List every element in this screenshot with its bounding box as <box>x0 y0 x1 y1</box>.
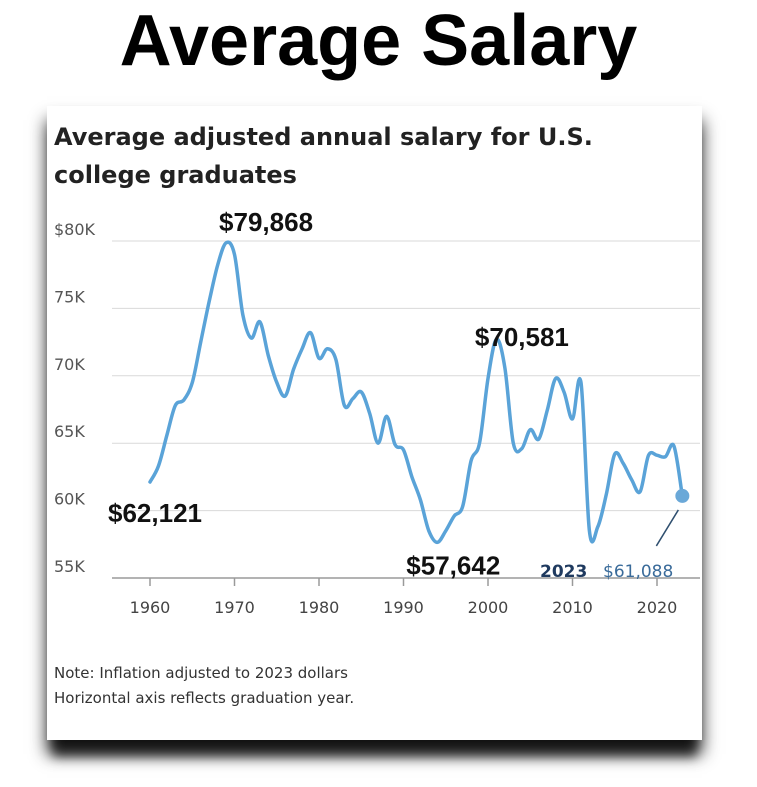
callout-labels: $79,868 $62,121 $70,581 $57,642 <box>108 207 569 581</box>
callout-label: $79,868 <box>219 207 313 237</box>
x-axis: 1960 1970 1980 1990 2000 2010 2020 <box>112 577 700 617</box>
x-tick-label: 1980 <box>299 598 340 617</box>
y-tick-label: 70K <box>54 355 85 374</box>
callout-label: $70,581 <box>475 322 569 352</box>
gridlines <box>112 240 700 512</box>
x-tick-label: 2020 <box>637 598 678 617</box>
note-line-1: Note: Inflation adjusted to 2023 dollars <box>54 664 348 682</box>
note-line-2: Horizontal axis reflects graduation year… <box>54 689 355 707</box>
x-tick-label: 1990 <box>383 598 424 617</box>
chart-note: Note: Inflation adjusted to 2023 dollars… <box>54 661 654 711</box>
y-tick-label: $80K <box>54 220 96 239</box>
endpoint-leader-line <box>655 509 679 547</box>
callout-label: $62,121 <box>108 498 202 528</box>
endpoint-year-label: 2023 <box>540 562 587 582</box>
headline: Average Salary <box>119 1 638 81</box>
y-tick-labels: $80K 75K 70K 65K 60K 55K <box>54 220 96 576</box>
series-line <box>148 240 685 545</box>
series-layer <box>148 240 685 545</box>
y-tick-label: 60K <box>54 490 85 509</box>
callout-label: $57,642 <box>406 550 500 580</box>
x-tick-label: 1960 <box>130 598 171 617</box>
endpoint-value-label: $61,088 <box>603 562 673 582</box>
chart-card <box>47 106 702 740</box>
y-tick-label: 65K <box>54 422 85 441</box>
y-tick-label: 75K <box>54 287 85 306</box>
x-tick-label: 2010 <box>552 598 593 617</box>
endpoint-marker: 2023 $61,088 <box>540 488 690 582</box>
x-tick-label: 1970 <box>214 598 255 617</box>
endpoint-dot <box>675 488 690 503</box>
y-tick-label: 55K <box>54 557 85 576</box>
x-tick-label: 2000 <box>468 598 509 617</box>
chart-title: Average adjusted annual salary for U.S. … <box>54 123 593 189</box>
